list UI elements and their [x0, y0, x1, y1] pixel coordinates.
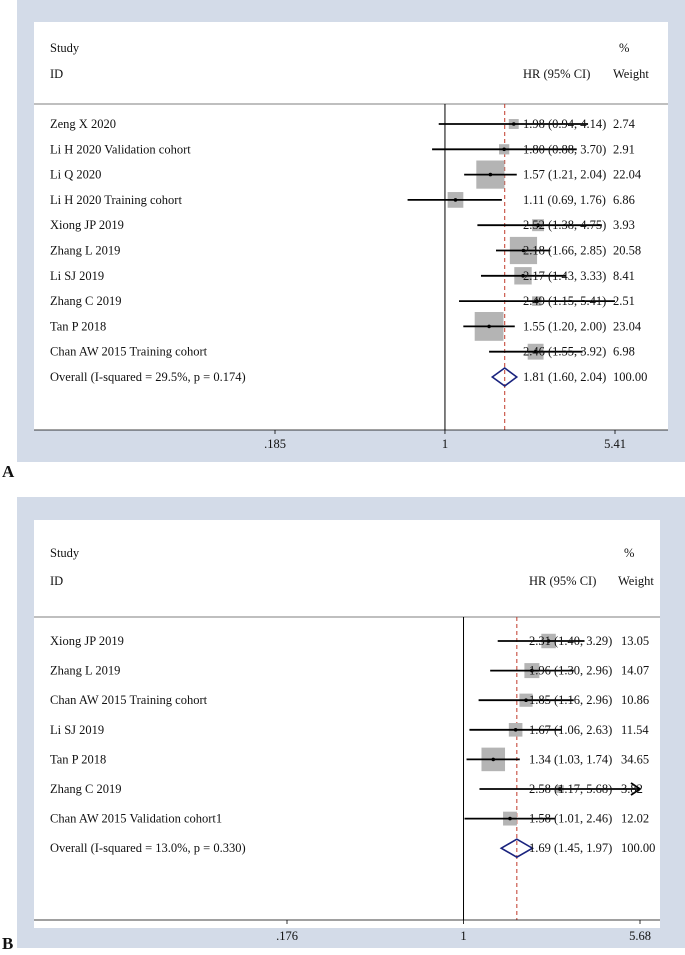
- pb-study-point: [558, 787, 562, 791]
- pb-header-weight: Weight: [618, 574, 654, 588]
- pb-x-tick-label: 5.68: [629, 929, 651, 943]
- pa-study-point: [536, 223, 540, 227]
- pb-study-label: Li SJ 2019: [50, 723, 104, 737]
- pa-study-point: [533, 349, 538, 354]
- pa-study-ci-text: 1.55 (1.20, 2.00): [523, 319, 606, 333]
- pb-study-point: [524, 698, 528, 702]
- pb-study-weight-text: 14.07: [621, 664, 649, 678]
- pa-study-point: [453, 198, 458, 202]
- pa-header-id: ID: [50, 67, 63, 81]
- pa-x-tick-label: .185: [264, 437, 286, 451]
- pa-study-label: Xiong JP 2019: [50, 218, 124, 232]
- pa-study-point: [488, 172, 493, 177]
- pb-study-weight-text: 3.82: [621, 782, 643, 796]
- pb-study-point: [546, 639, 551, 643]
- pb-header-effect: HR (95% CI): [529, 574, 596, 588]
- pa-study-label: Li H 2020 Training cohort: [50, 193, 182, 207]
- pb-study-ci-text: 1.67 (1.06, 2.63): [529, 723, 612, 737]
- pa-overall-ci-text: 1.81 (1.60, 2.04): [523, 370, 606, 384]
- pa-header-effect: HR (95% CI): [523, 67, 590, 81]
- pa-study-ci-text: 1.57 (1.21, 2.04): [523, 168, 606, 182]
- pa-study-point: [521, 274, 525, 278]
- pa-study-ci-text: 2.52 (1.38, 4.75): [523, 218, 606, 232]
- pa-study-label: Li H 2020 Validation cohort: [50, 142, 191, 156]
- pb-study-label: Zhang L 2019: [50, 664, 120, 678]
- pa-header-weight: Weight: [613, 67, 649, 81]
- pb-x-tick-label: 1: [460, 929, 466, 943]
- pa-study-label: Zhang C 2019: [50, 294, 122, 308]
- pa-study-weight-text: 2.51: [613, 294, 635, 308]
- pb-plot-area: [34, 520, 660, 928]
- pa-overall-weight-text: 100.00: [613, 370, 647, 384]
- pa-study-ci-text: 1.11 (0.69, 1.76): [523, 193, 606, 207]
- pa-study-ci-text: 1.98 (0.94, 4.14): [523, 117, 606, 131]
- pb-study-weight-text: 11.54: [621, 723, 649, 737]
- pa-study-label: Zeng X 2020: [50, 117, 116, 131]
- pa-header-study: Study: [50, 41, 80, 55]
- pa-study-weight-text: 6.86: [613, 193, 635, 207]
- pb-study-ci-text: 2.31 (1.40, 3.29): [529, 634, 612, 648]
- pa-study-label: Zhang L 2019: [50, 244, 120, 258]
- pa-study-point: [511, 122, 516, 126]
- pb-study-ci-text: 2.58 (1.17, 5.68): [529, 782, 612, 796]
- pa-study-ci-text: 2.18 (1.66, 2.85): [523, 244, 606, 258]
- pb-overall-diamond: [499, 838, 535, 859]
- pb-study-ci-text: 1.58 (1.01, 2.46): [529, 812, 612, 826]
- pb-study-ci-text: 1.96 (1.30, 2.96): [529, 664, 612, 678]
- pb-study-label: Chan AW 2015 Training cohort: [50, 693, 208, 707]
- panel-label-b: B: [2, 934, 14, 953]
- pa-study-weight-text: 22.04: [613, 168, 642, 182]
- pb-header-study: Study: [50, 546, 80, 560]
- pa-study-label: Li Q 2020: [50, 168, 101, 182]
- pb-study-weight-text: 12.02: [621, 812, 649, 826]
- pb-overall-label: Overall (I-squared = 13.0%, p = 0.330): [50, 841, 246, 855]
- pb-study-label: Tan P 2018: [50, 752, 106, 766]
- pb-study-ci-text: 1.85 (1.16, 2.96): [529, 693, 612, 707]
- pb-study-label: Chan AW 2015 Validation cohort1: [50, 812, 222, 826]
- pb-study-weight-text: 13.05: [621, 634, 649, 648]
- pb-study-point: [508, 816, 512, 821]
- pa-x-tick-label: 1: [442, 437, 448, 451]
- pb-x-tick-label: .176: [276, 929, 298, 943]
- pa-study-label: Chan AW 2015 Training cohort: [50, 345, 208, 359]
- pa-study-point: [521, 248, 526, 253]
- pa-study-weight-text: 23.04: [613, 319, 642, 333]
- pb-study-point: [530, 668, 534, 673]
- pa-study-point: [502, 147, 506, 152]
- pa-study-weight-text: 20.58: [613, 244, 641, 258]
- pa-study-label: Li SJ 2019: [50, 269, 104, 283]
- pa-study-weight-text: 6.98: [613, 345, 635, 359]
- pa-study-label: Tan P 2018: [50, 319, 106, 333]
- pb-study-point: [491, 757, 496, 762]
- pa-study-point: [535, 299, 539, 303]
- pa-overall-label: Overall (I-squared = 29.5%, p = 0.174): [50, 370, 246, 384]
- pa-study-ci-text: 2.46 (1.55, 3.92): [523, 345, 606, 359]
- pa-study-point: [487, 324, 491, 329]
- pb-study-point: [513, 728, 518, 732]
- pb-study-label: Xiong JP 2019: [50, 634, 124, 648]
- pa-overall-diamond: [490, 367, 519, 387]
- pb-header-id: ID: [50, 574, 63, 588]
- pb-overall-ci-text: 1.69 (1.45, 1.97): [529, 841, 612, 855]
- pb-study-ci-arrow: [630, 782, 642, 796]
- pa-study-ci-text: 2.49 (1.15, 5.41): [523, 294, 606, 308]
- pb-study-weight-text: 34.65: [621, 752, 649, 766]
- pa-study-weight-text: 2.74: [613, 117, 636, 131]
- pa-x-tick-label: 5.41: [604, 437, 626, 451]
- pa-header-weight-percent: %: [619, 41, 629, 55]
- pb-overall-weight-text: 100.00: [621, 841, 655, 855]
- pa-study-ci-text: 2.17 (1.43, 3.33): [523, 269, 606, 283]
- pa-study-ci-text: 1.80 (0.88, 3.70): [523, 142, 606, 156]
- pa-study-weight-text: 3.93: [613, 218, 635, 232]
- pb-study-weight-text: 10.86: [621, 693, 649, 707]
- panel-label-a: A: [2, 462, 15, 481]
- pa-study-weight-text: 2.91: [613, 142, 635, 156]
- pb-study-ci-text: 1.34 (1.03, 1.74): [529, 752, 612, 766]
- pb-header-weight-percent: %: [624, 546, 634, 560]
- pa-study-weight-text: 8.41: [613, 269, 635, 283]
- pb-study-label: Zhang C 2019: [50, 782, 122, 796]
